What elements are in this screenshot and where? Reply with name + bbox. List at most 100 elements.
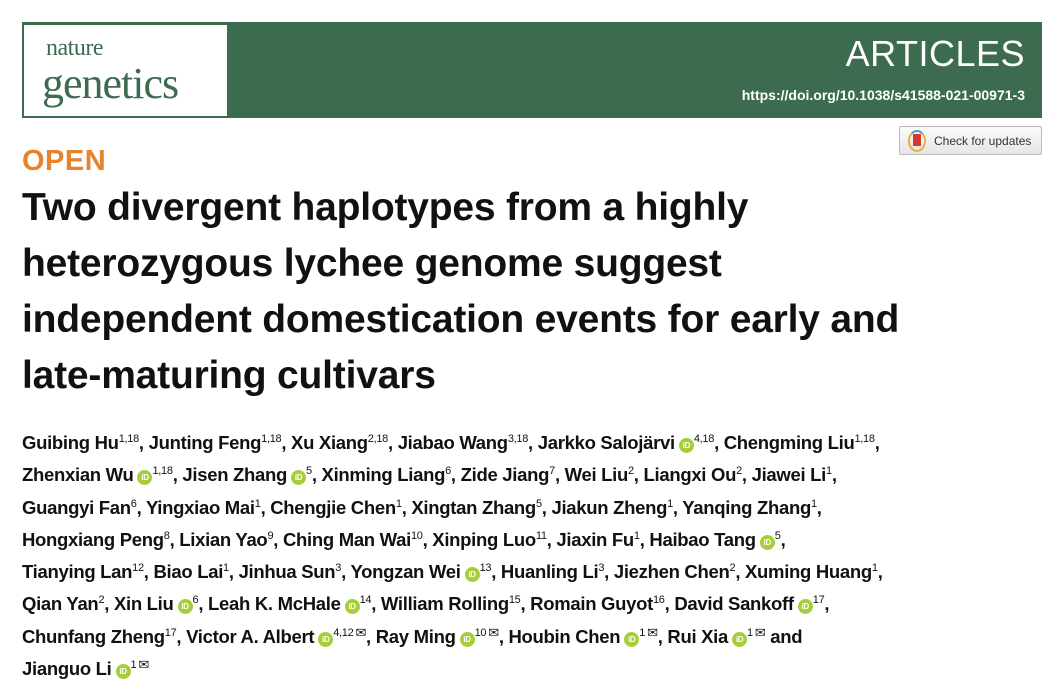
author-name[interactable]: Jarkko Salojärvi [537, 432, 675, 453]
author-name[interactable]: William Rolling [380, 593, 509, 615]
author-name[interactable]: Xu Xiang [291, 432, 368, 453]
author-name[interactable]: Jianguo Li [22, 658, 112, 680]
author-name[interactable]: Lixian Yao [179, 528, 268, 550]
affiliation-superscript: 1 [639, 626, 646, 639]
author-name[interactable]: Yanqing Zhang [682, 496, 811, 518]
author: Jianguo Li iD1 ✉ [22, 657, 149, 680]
affiliation-superscript: 6 [130, 497, 137, 510]
author-name[interactable]: Leah K. McHale [208, 593, 341, 615]
author: Qian Yan2, [22, 593, 114, 615]
author-name[interactable]: Jisen Zhang [182, 464, 288, 486]
check-for-updates-button[interactable]: Check for updates [899, 126, 1042, 155]
author: Romain Guyot16, [530, 593, 675, 615]
orcid-icon[interactable]: iD [177, 599, 193, 615]
orcid-icon[interactable]: iD [678, 438, 694, 453]
orcid-icon[interactable]: iD [459, 631, 475, 647]
author-name[interactable]: Liangxi Ou [643, 464, 737, 486]
author-name[interactable]: Xin Liu [113, 593, 174, 615]
author-name[interactable]: David Sankoff [674, 593, 794, 615]
author-list: Guibing Hu1,18, Junting Feng1,18, Xu Xia… [22, 427, 883, 685]
author-name[interactable]: Haibao Tang [649, 528, 756, 550]
orcid-icon[interactable]: iD [464, 567, 480, 583]
email-icon[interactable]: ✉ [355, 624, 367, 640]
orcid-icon[interactable]: iD [797, 599, 813, 615]
affiliation-superscript: 6 [445, 465, 451, 478]
author-line: Tianying Lan12, Biao Lai1, Jinhua Sun3, … [22, 556, 883, 588]
orcid-icon[interactable]: iD [624, 631, 640, 647]
author: Jiaxin Fu1, [556, 528, 650, 550]
author-name[interactable]: Wei Liu [564, 464, 629, 486]
author-name[interactable]: Jiawei Li [751, 464, 827, 486]
email-icon[interactable]: ✉ [647, 624, 658, 640]
author: Tianying Lan12, [22, 561, 154, 583]
author-name[interactable]: Houbin Chen [508, 625, 621, 647]
orcid-icon[interactable]: iD [115, 664, 131, 680]
author: Biao Lai1, [153, 561, 239, 583]
author-name[interactable]: Romain Guyot [530, 593, 653, 615]
affiliation-superscript: 4,18 [693, 433, 715, 445]
author-name[interactable]: Xuming Huang [745, 561, 872, 583]
author: Jiezhen Chen2, [613, 561, 745, 583]
doi-link[interactable]: https://doi.org/10.1038/s41588-021-00971… [741, 87, 1025, 103]
author-name[interactable]: Jinhua Sun [238, 561, 336, 583]
author-name[interactable]: Chunfang Zheng [22, 625, 165, 647]
affiliation-superscript: 2 [729, 562, 736, 575]
author-name[interactable]: Ching Man Wai [282, 528, 411, 550]
email-icon[interactable]: ✉ [488, 624, 499, 640]
author-name[interactable]: Chengming Liu [723, 432, 855, 453]
author-name[interactable]: Yongzan Wei [350, 561, 461, 583]
author-name[interactable]: Zide Jiang [460, 464, 550, 486]
orcid-icon[interactable]: iD [732, 631, 748, 647]
author: William Rolling15, [380, 593, 531, 615]
author-name[interactable]: Jiakun Zheng [551, 496, 668, 518]
author-name[interactable]: Qian Yan [22, 593, 99, 615]
orcid-icon[interactable]: iD [318, 631, 334, 647]
author-line: Hongxiang Peng8, Lixian Yao9, Ching Man … [22, 524, 883, 556]
author: Guibing Hu1,18, [22, 432, 149, 453]
author: Ching Man Wai10, [282, 528, 433, 550]
orcid-icon[interactable]: iD [291, 470, 307, 486]
email-icon[interactable]: ✉ [754, 624, 766, 640]
author-name[interactable]: Guibing Hu [22, 432, 119, 453]
author: Zhenxian Wu iD1,18, [22, 464, 183, 486]
author-name[interactable]: Xingtan Zhang [411, 496, 536, 518]
author-name[interactable]: Huanling Li [500, 561, 599, 583]
author-name[interactable]: Yingxiao Mai [145, 496, 255, 518]
author-name[interactable]: Jiaxin Fu [556, 528, 634, 550]
email-icon[interactable]: ✉ [138, 657, 149, 673]
affiliation-superscript: 2 [736, 465, 742, 478]
affiliation-superscript: 1 [667, 497, 673, 510]
author-name[interactable]: Jiabao Wang [397, 432, 508, 453]
author-name[interactable]: Chengjie Chen [270, 496, 396, 518]
affiliation-superscript: 5 [774, 529, 781, 542]
affiliation-superscript: 11 [535, 529, 547, 542]
journal-logo[interactable]: nature genetics [24, 25, 227, 116]
author: Liangxi Ou2, [643, 464, 752, 486]
author-name[interactable]: Rui Xia [667, 625, 729, 647]
author: Hongxiang Peng8, [22, 528, 180, 550]
orcid-icon[interactable]: iD [759, 534, 775, 550]
orcid-icon[interactable]: iD [137, 470, 153, 486]
author-name[interactable]: Jiezhen Chen [613, 561, 730, 583]
author-line: Guibing Hu1,18, Junting Feng1,18, Xu Xia… [22, 427, 883, 459]
author: Jisen Zhang iD5, [182, 464, 322, 486]
affiliation-superscript: 16 [652, 594, 665, 607]
author: Victor A. Albert iD4,12 ✉, [186, 624, 376, 647]
affiliation-superscript: 15 [508, 594, 521, 607]
author: Junting Feng1,18, [148, 432, 292, 453]
author-name[interactable]: Hongxiang Peng [22, 528, 164, 550]
orcid-icon[interactable]: iD [344, 599, 360, 615]
author: Jarkko Salojärvi iD4,18, [537, 432, 724, 453]
author-name[interactable]: Biao Lai [153, 561, 224, 583]
author-name[interactable]: Tianying Lan [22, 561, 133, 583]
author: Xinming Liang6, [321, 464, 461, 486]
author-name[interactable]: Xinming Liang [321, 464, 446, 486]
author-name[interactable]: Ray Ming [375, 625, 456, 647]
author-name[interactable]: Xinping Luo [432, 528, 536, 550]
author-name[interactable]: Zhenxian Wu [22, 464, 134, 486]
author: Haibao Tang iD5, [649, 528, 786, 550]
author-name[interactable]: Victor A. Albert [186, 625, 315, 647]
author-line: Zhenxian Wu iD1,18, Jisen Zhang iD5, Xinmi… [22, 459, 883, 491]
author-name[interactable]: Guangyi Fan [22, 496, 131, 518]
author-name[interactable]: Junting Feng [148, 432, 262, 453]
